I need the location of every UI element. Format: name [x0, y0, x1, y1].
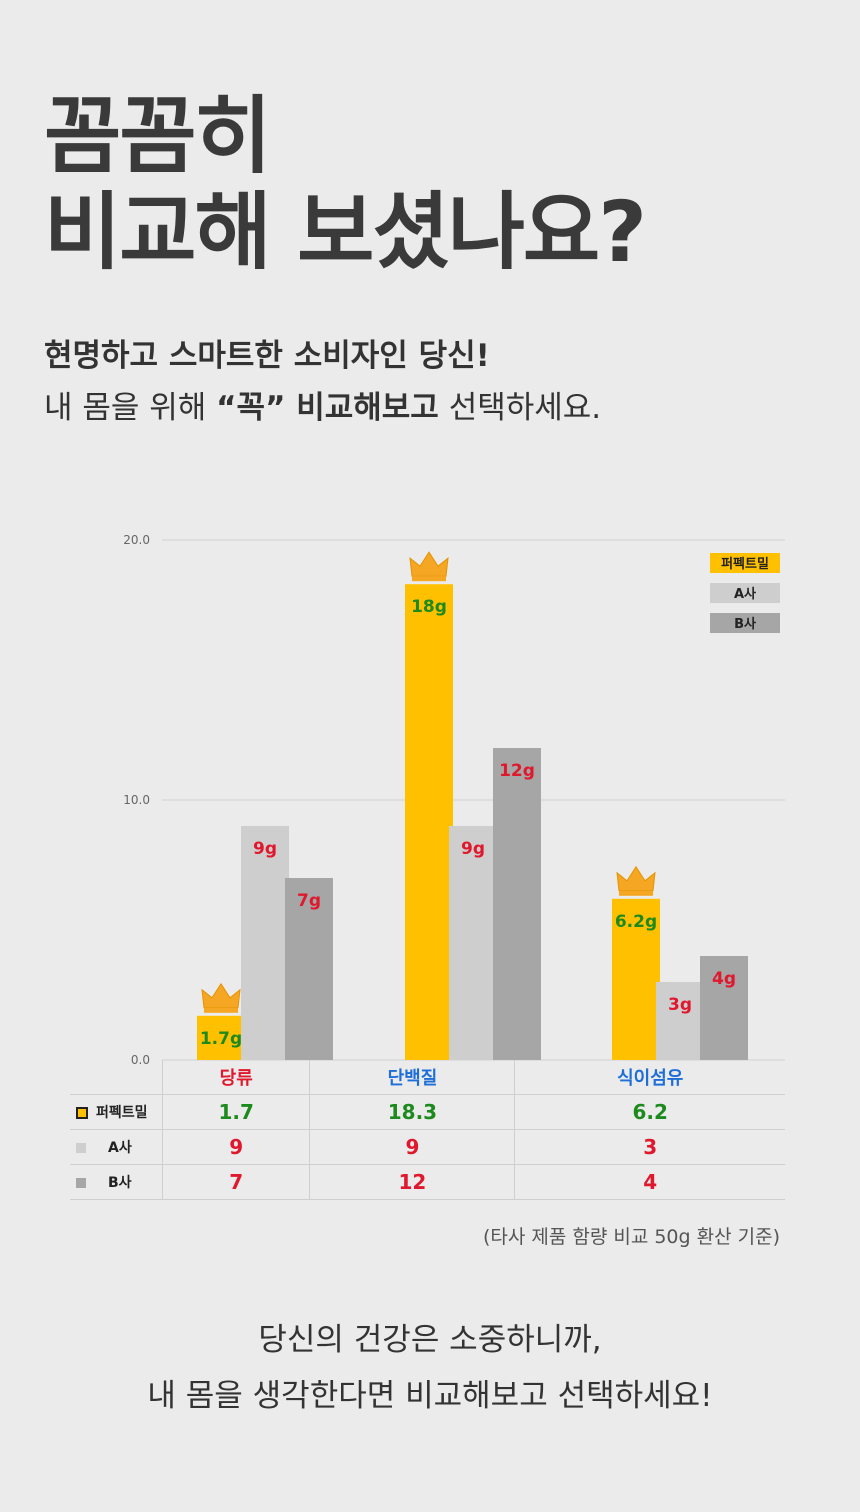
table-header-protein: 단백질 — [309, 1060, 516, 1095]
bar-data-label: 9g — [461, 839, 485, 859]
bar — [449, 826, 497, 1060]
legend-label: A사 — [734, 586, 756, 602]
closing-line-2: 내 몸을 생각한다면 비교해보고 선택하세요! — [147, 1378, 713, 1414]
table-cell: 1.7 — [162, 1094, 311, 1130]
headline-line-2: 비교해 보셨나요? — [44, 183, 647, 281]
legend-swatch — [710, 583, 780, 603]
intro-line-2-pre: 내 몸을 위해 — [44, 390, 217, 426]
intro-line-1: 현명하고 스마트한 소비자인 당신! — [44, 338, 490, 374]
intro-line-2-emphasis: “꼭” 비교해보고 — [216, 390, 439, 426]
bar — [612, 898, 660, 1060]
comparison-table: 당류 단백질 식이섬유 퍼펙트밀 1.7 18.3 6.2 A사 9 9 3 B… — [70, 1060, 785, 1200]
legend-swatch — [710, 613, 780, 633]
bar — [700, 956, 748, 1060]
legend-swatch — [710, 553, 780, 573]
bar-data-label: 1.7g — [200, 1029, 242, 1049]
bar — [241, 826, 289, 1060]
table-cell: 9 — [309, 1129, 516, 1165]
y-tick-label: 10.0 — [123, 793, 150, 807]
bar — [656, 982, 704, 1060]
table-row-label: A사 — [70, 1129, 163, 1165]
table-cell: 4 — [514, 1164, 785, 1200]
closing-text: 당신의 건강은 소중하니까, 내 몸을 생각한다면 비교해보고 선택하세요! — [0, 1312, 860, 1424]
footnote: (타사 제품 함량 비교 50g 환산 기준) — [482, 1226, 780, 1248]
table-cell: 6.2 — [514, 1094, 785, 1130]
headline-line-1: 꼼꼼히 — [44, 87, 272, 185]
crown-icon — [616, 865, 656, 892]
bar — [197, 1015, 245, 1060]
closing-line-1: 당신의 건강은 소중하니까, — [258, 1322, 602, 1358]
bar-chart: 0.010.020.01.7g9g7g18g9g12g6.2g3g4g퍼펙트밀A… — [123, 533, 785, 1065]
table-header-fiber: 식이섬유 — [514, 1060, 785, 1095]
legend-label: 퍼펙트밀 — [721, 556, 769, 572]
bar — [493, 748, 541, 1060]
bar — [285, 878, 333, 1060]
intro-line-2-post: 선택하세요. — [438, 390, 602, 426]
crown-base — [412, 576, 446, 582]
table-cell: 9 — [162, 1129, 311, 1165]
bar-data-label: 7g — [297, 891, 321, 911]
table-cell: 7 — [162, 1164, 311, 1200]
bar-data-label: 12g — [499, 761, 535, 781]
crown-base — [619, 890, 653, 896]
table-row: A사 9 9 3 — [70, 1129, 785, 1165]
table-row-label: 퍼펙트밀 — [70, 1094, 163, 1130]
legend-label: B사 — [734, 616, 756, 632]
table-cell: 12 — [309, 1164, 516, 1200]
headline: 꼼꼼히 비교해 보셨나요? — [44, 87, 647, 281]
intro-text: 현명하고 스마트한 소비자인 당신! 내 몸을 위해 “꼭” 비교해보고 선택하… — [44, 330, 601, 434]
table-header-sugar: 당류 — [162, 1060, 311, 1095]
light-gray-square-icon — [76, 1143, 86, 1153]
table-row-label: B사 — [70, 1164, 163, 1200]
table-row: 퍼펙트밀 1.7 18.3 6.2 — [70, 1094, 785, 1130]
crown-icon — [201, 982, 241, 1009]
intro-line-2: 내 몸을 위해 “꼭” 비교해보고 선택하세요. — [44, 382, 601, 434]
yellow-square-icon — [76, 1107, 88, 1119]
bar-data-label: 18g — [411, 597, 447, 617]
y-tick-label: 20.0 — [123, 533, 150, 547]
dark-gray-square-icon — [76, 1178, 86, 1188]
table-cell: 3 — [514, 1129, 785, 1165]
bar-data-label: 4g — [712, 969, 736, 989]
table-row: B사 7 12 4 — [70, 1164, 785, 1200]
bar-data-label: 6.2g — [615, 912, 657, 932]
bar-data-label: 9g — [253, 839, 277, 859]
crown-base — [204, 1007, 238, 1013]
table-cell: 18.3 — [309, 1094, 516, 1130]
crown-icon — [409, 551, 449, 577]
table-corner — [70, 1060, 163, 1095]
table-header-row: 당류 단백질 식이섬유 — [70, 1060, 785, 1095]
bar — [405, 584, 453, 1060]
bar-data-label: 3g — [668, 995, 692, 1015]
